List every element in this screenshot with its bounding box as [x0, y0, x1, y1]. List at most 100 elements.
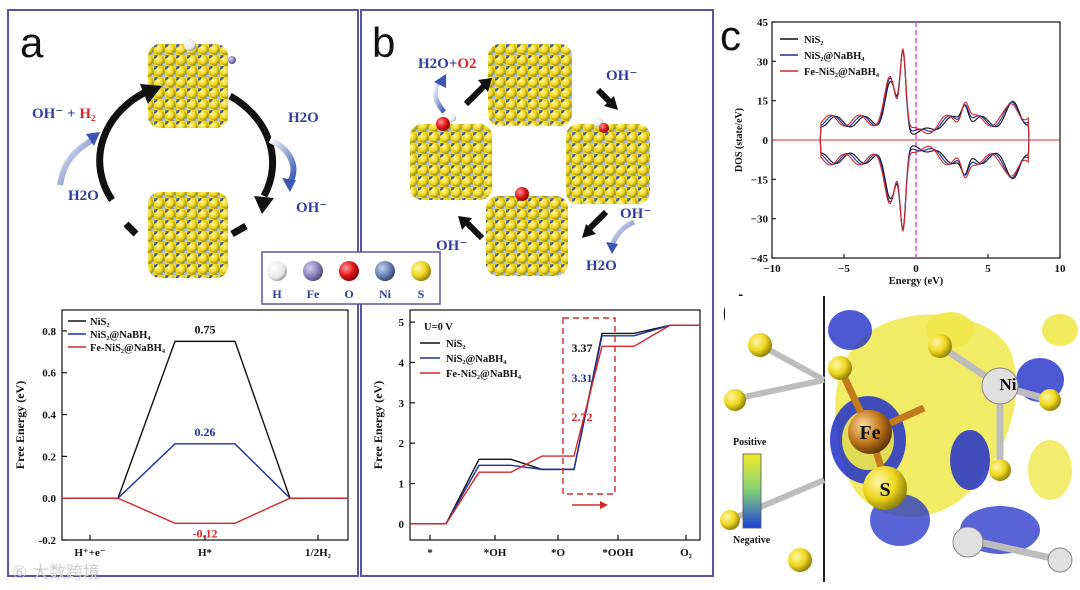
chart-c-xtick: 0: [913, 263, 919, 275]
atom-legend-label-fe: Fe: [307, 287, 320, 301]
chart-c-ytick: 45: [757, 17, 769, 29]
slab-b-bottom: [486, 187, 568, 276]
chart-c-ylabel: DOS (state/eV): [734, 108, 745, 172]
chart-b-xtick: O₂: [680, 547, 693, 559]
colorbar: [742, 453, 762, 529]
scheme-b-oh-right-bottom: OH⁻: [620, 206, 651, 222]
scheme-b-oh-left: OH⁻: [436, 238, 467, 254]
ni-atom: [981, 367, 1019, 405]
chart-c-series-line-2-down: [772, 139, 1060, 233]
chart-b-ytick: 4: [399, 357, 405, 369]
chart-a-ylabel: Free Energy (eV): [13, 381, 27, 469]
chart-c-xlabel: Energy (eV): [889, 276, 944, 287]
chart-c-xtick: −10: [763, 263, 781, 275]
h-atom: [184, 39, 196, 51]
atom-legend-swatch-ni: [375, 261, 395, 281]
atom-legend-swatch-s: [411, 261, 431, 281]
scheme-a-h2o-right: H2O: [288, 110, 319, 126]
chart-c-legend-label-2: Fe-NiS₂@NaBH₄: [804, 67, 880, 78]
chart-b-annotation: U=0 V: [424, 322, 453, 333]
chart-b-axes-box: [409, 309, 701, 541]
label-s: S: [879, 479, 890, 501]
fe-atom: [848, 410, 892, 454]
slab-a-bottom: [148, 192, 228, 278]
slab-b-left: [410, 114, 492, 200]
chart-a-ytick: 0.6: [42, 368, 56, 380]
chart-a-data-label-1: 0.26: [195, 425, 216, 439]
chart-b-ytick: 3: [399, 398, 405, 410]
scheme-a: OH⁻ + H₂ H2O OH⁻ H2O: [32, 39, 327, 278]
atom-legend: H Fe O Ni S: [261, 251, 441, 305]
scheme-a-h2o-left: H2O: [68, 188, 99, 204]
colorbar-negative: Negative: [733, 535, 771, 546]
colorbar-positive: Positive: [733, 437, 767, 448]
chart-c-ytick: 30: [757, 56, 769, 68]
chart-b-xtick: *O: [551, 547, 566, 559]
atom-legend-label-ni: Ni: [379, 287, 392, 301]
chart-b-data-label-1: 3.31: [572, 371, 593, 385]
chart-b: 0 1 2 3 4 5 * *OH *O *OOH O₂ 3.37 3.31 2.72 NiS₂ NiS₂@N…: [371, 309, 701, 559]
scheme-b-h2o-bottom: H2O: [586, 258, 617, 274]
chart-a-legend-label-0: NiS₂: [90, 317, 110, 328]
chart-c-ytick: 15: [757, 96, 769, 108]
chart-b-data-label-0: 3.37: [572, 341, 593, 355]
panel-letter-b: b: [372, 19, 395, 66]
label-fe: Fe: [859, 422, 880, 444]
chart-c-legend-label-1: NiS₂@NaBH₄: [804, 51, 865, 62]
chart-b-series-line-2: [410, 324, 700, 525]
panel-letter-a: a: [20, 19, 44, 66]
chart-b-arrow-head: [600, 501, 608, 509]
chart-a-data-label-0: 0.75: [195, 322, 216, 336]
chart-a-xtick: 1/2H₂: [305, 547, 332, 559]
atom-legend-swatch-h: [267, 261, 287, 281]
atom-legend-swatch-fe: [303, 261, 323, 281]
chart-a-ytick: 0.8: [42, 326, 56, 338]
chart-b-ytick: 1: [399, 479, 405, 491]
panel-letter-c: c: [720, 12, 741, 59]
chart-c-xtick: −5: [838, 263, 850, 275]
scheme-a-oh-h2: OH⁻ + H₂: [32, 106, 96, 122]
slab-b-right: [566, 117, 650, 204]
chart-b-data-label-2: 2.72: [572, 410, 593, 424]
watermark: ⑥ 大数跨境: [12, 563, 100, 582]
chart-c-ytick: −15: [751, 174, 769, 186]
scheme-b-oh-right-top: OH⁻: [606, 68, 637, 84]
chart-b-legend-label-0: NiS₂: [446, 339, 466, 350]
s-atom: [863, 466, 907, 510]
chart-a-xtick: H⁺+e⁻: [74, 547, 106, 559]
chart-b-highlight-box: [562, 317, 616, 495]
chart-c-legend-label-0: NiS₂: [804, 35, 824, 46]
chart-b-ytick: 2: [399, 438, 405, 450]
chart-a-ytick: 0.4: [42, 410, 56, 422]
atom-legend-swatch-o: [339, 261, 359, 281]
atom-legend-label-h: H: [272, 287, 282, 301]
chart-b-xtick: *OH: [484, 547, 507, 559]
chart-a: -0.2 0.0 0.2 0.4 0.6 0.8 H⁺+e⁻ H* 1/2H₂ 0.75 0.26 -…: [13, 309, 349, 559]
chart-c: −10 −5 0 5 10 −45 −30 −15 0 15 30 45 NiS₂ NiS₂@NaBH₄ F…: [734, 17, 1066, 287]
chart-a-legend-label-1: NiS₂@NaBH₄: [90, 330, 151, 341]
chart-b-xtick: *OOH: [602, 547, 634, 559]
atom-legend-label-o: O: [344, 287, 353, 301]
chart-a-xtick: H*: [198, 547, 213, 559]
chart-c-ytick: −45: [751, 253, 769, 265]
chart-a-series-line-2: [62, 497, 348, 524]
chart-b-legend-label-2: Fe-NiS₂@NaBH₄: [446, 369, 522, 380]
label-ni: Ni: [1000, 375, 1017, 394]
chart-a-ytick: -0.2: [39, 535, 57, 547]
atom-legend-label-s: S: [418, 287, 425, 301]
chart-b-ylabel: Free Energy (eV): [371, 381, 385, 469]
chart-b-xtick: *: [427, 547, 433, 559]
chart-a-legend-label-2: Fe-NiS₂@NaBH₄: [90, 343, 166, 354]
chart-b-series-line-1: [410, 324, 700, 525]
chart-c-ytick: 0: [763, 135, 769, 147]
chart-a-ytick: 0.0: [42, 493, 56, 505]
chart-a-ytick: 0.2: [42, 451, 56, 463]
chart-c-xtick: 10: [1055, 263, 1067, 275]
panel-d-charge-density: Fe S Ni Positive Negative: [720, 296, 1078, 582]
chart-a-series-line-0: [62, 340, 348, 499]
chart-b-legend-label-1: NiS₂@NaBH₄: [446, 354, 507, 365]
scheme-a-oh-bottom: OH⁻: [296, 200, 327, 216]
chart-b-ytick: 0: [399, 519, 405, 531]
slab-a-top: [148, 39, 236, 128]
scheme-b: H2O+O2 OH⁻ OH⁻ H2O OH⁻: [410, 44, 651, 276]
